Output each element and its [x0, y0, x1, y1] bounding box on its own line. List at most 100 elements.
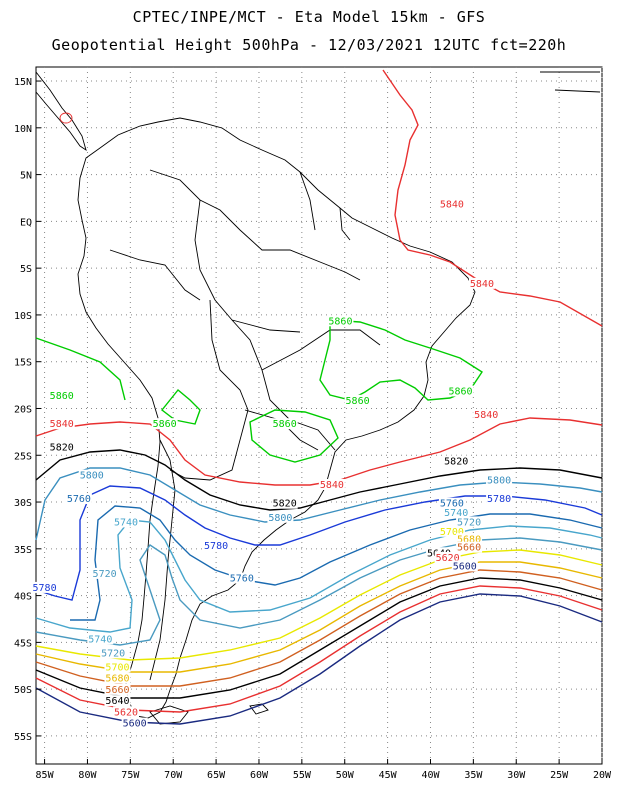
lat-tick-label: 45S — [14, 638, 32, 649]
contour-lines — [35, 69, 603, 725]
contour-label-bg — [267, 511, 294, 523]
lat-tick-label: 10S — [14, 311, 32, 322]
lon-tick-label: 20W — [593, 770, 612, 781]
contour-label: 5720 — [457, 517, 481, 528]
lon-tick-label: 80W — [78, 770, 97, 781]
lon-tick-label: 55W — [293, 770, 312, 781]
lon-tick-label: 40W — [421, 770, 440, 781]
contour-label-bg — [91, 567, 118, 579]
contour-label-bg — [65, 493, 92, 505]
contour-label: 5600 — [123, 719, 147, 730]
contour-5680 — [35, 561, 603, 673]
contour-label: 5760 — [67, 494, 91, 505]
lat-tick-label: 40S — [14, 592, 32, 603]
contour-5740 — [35, 519, 603, 633]
contour-label-bg — [344, 394, 371, 406]
contour-label: 5860 — [448, 386, 472, 397]
contour-label: 5840 — [470, 279, 494, 290]
contour-label-bg — [48, 390, 75, 402]
contour-label: 5700 — [105, 662, 129, 673]
contour-label: 5760 — [230, 574, 254, 585]
lat-tick-label: 55S — [14, 732, 32, 743]
contour-5840-north — [382, 69, 603, 327]
contour-5820 — [35, 449, 603, 511]
lat-tick-label: 15N — [14, 77, 32, 88]
contour-label-bg — [486, 474, 513, 486]
contour-label-bg — [121, 717, 148, 729]
contour-label-bg — [318, 479, 345, 491]
lon-tick-label: 35W — [464, 770, 483, 781]
contour-label: 5800 — [487, 475, 511, 486]
contour-label: 5760 — [440, 499, 464, 510]
contour-5780 — [35, 485, 603, 601]
lat-tick-label: 35S — [14, 545, 32, 556]
lat-tick-label: 15S — [14, 358, 32, 369]
contour-label: 5840 — [50, 419, 74, 430]
contour-label: 5780 — [204, 541, 228, 552]
contour-label: 5860 — [346, 396, 370, 407]
contour-label-bg — [113, 516, 140, 528]
lon-tick-label: 45W — [379, 770, 398, 781]
contour-label-bg — [78, 469, 105, 481]
contour-label-bg — [48, 418, 75, 430]
contour-label-bg — [473, 408, 500, 420]
central-america — [35, 71, 87, 152]
contour-label-bg — [447, 385, 474, 397]
south-america-coast — [77, 117, 476, 719]
plot-frame — [35, 66, 603, 765]
contour-label-bg — [228, 572, 255, 584]
contour-label-bg — [438, 525, 465, 537]
contour-label-bg — [438, 198, 465, 210]
contour-label: 5720 — [101, 648, 125, 659]
contour-label-bg — [434, 551, 461, 563]
contour-label: 5740 — [444, 508, 468, 519]
lat-tick-label: 5S — [20, 264, 32, 275]
contour-label: 5720 — [93, 569, 117, 580]
lat-tick-label: 10N — [14, 124, 32, 135]
contour-label: 5780 — [487, 494, 511, 505]
contour-label: 5860 — [153, 419, 177, 430]
contour-label-bg — [104, 672, 131, 684]
contour-label-bg — [113, 706, 140, 718]
contour-label-bg — [327, 315, 354, 327]
contour-5800 — [35, 467, 603, 541]
contour-label: 5840 — [440, 199, 464, 210]
contour-5840-south — [35, 417, 603, 486]
contour-label: 5840 — [320, 480, 344, 491]
contour-label: 5660 — [457, 543, 481, 554]
contour-label-bg — [271, 418, 298, 430]
contour-label-bg — [438, 497, 465, 509]
lat-tick-label: 30S — [14, 498, 32, 509]
contour-label-bg — [443, 507, 470, 519]
contour-label: 5740 — [88, 634, 112, 645]
lat-tick-label: EQ — [20, 217, 32, 228]
island-hispaniola — [59, 112, 73, 124]
contour-label: 5680 — [105, 674, 129, 685]
contour-5860-andes — [161, 389, 201, 425]
contour-label: 5680 — [457, 534, 481, 545]
contour-label: 5780 — [33, 583, 57, 594]
contour-label-bg — [48, 441, 75, 453]
contour-label: 5860 — [50, 391, 74, 402]
contour-label-bg — [31, 581, 58, 593]
lat-tick-label: 25S — [14, 451, 32, 462]
contour-label: 5800 — [268, 513, 292, 524]
contour-labels: 5840 5840 5840 5840 5840 5860 5860 5860 5860 5860… — [31, 198, 513, 730]
lon-tick-label: 25W — [550, 770, 569, 781]
axis-ticks: 15N10N5NEQ5S10S15S20S25S30S35S40S45S50S5… — [14, 77, 612, 781]
contour-label: 5740 — [114, 517, 138, 528]
contour-label: 5860 — [328, 316, 352, 327]
map-title-line2: Geopotential Height 500hPa - 12/03/2021 … — [51, 36, 567, 54]
lon-tick-label: 60W — [250, 770, 269, 781]
map-title-line1: CPTEC/INPE/MCT - Eta Model 15km - GFS — [132, 8, 486, 26]
lon-tick-label: 50W — [336, 770, 355, 781]
contour-label: 5620 — [114, 707, 138, 718]
contour-5860-brazil — [319, 319, 483, 401]
coastlines-and-borders — [35, 71, 601, 725]
contour-5860-west — [35, 337, 126, 401]
contour-label-bg — [203, 539, 230, 551]
contour-label: 5640 — [105, 696, 129, 707]
lon-tick-label: 65W — [207, 770, 226, 781]
lon-tick-label: 30W — [507, 770, 526, 781]
contour-5720 — [35, 537, 603, 646]
